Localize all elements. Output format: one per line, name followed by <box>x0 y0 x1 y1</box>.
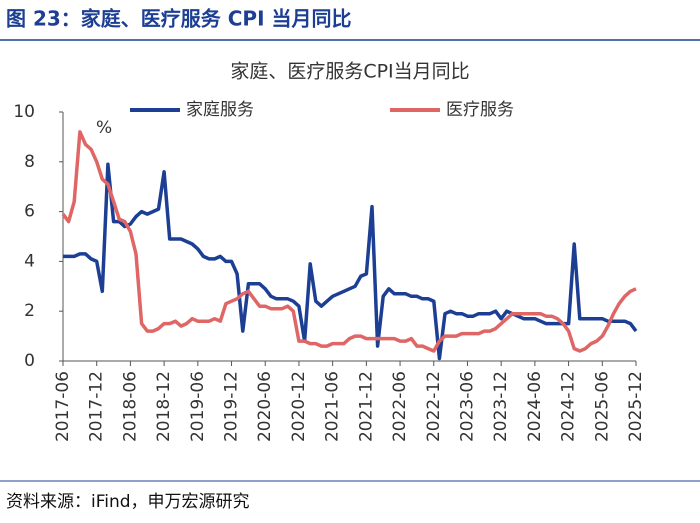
x-tick-label: 2022-12 <box>424 371 444 442</box>
series-line <box>63 162 638 361</box>
x-tick-label: 2025-12 <box>626 371 646 442</box>
x-tick-label: 2023-06 <box>457 371 477 442</box>
y-tick-label: 0 <box>24 351 35 371</box>
y-unit: % <box>96 118 112 138</box>
chart-title: 家庭、医疗服务CPI当月同比 <box>230 61 469 83</box>
x-tick-label: 2019-12 <box>222 371 242 442</box>
legend-label: 家庭服务 <box>186 100 254 120</box>
x-tick-label: 2025-06 <box>592 371 612 442</box>
x-tick-label: 2023-12 <box>491 371 511 442</box>
x-tick-label: 2020-12 <box>289 371 309 442</box>
x-tick-label: 2022-06 <box>390 371 410 442</box>
x-tick-label: 2018-06 <box>120 371 140 442</box>
source: 资料来源：iFind，申万宏源研究 <box>6 492 250 512</box>
x-tick-label: 2021-06 <box>323 371 343 442</box>
figure-header: 图 23：家庭、医疗服务 CPI 当月同比 <box>6 7 352 31</box>
x-tick-label: 2019-06 <box>188 371 208 442</box>
legend-label: 医疗服务 <box>446 100 514 120</box>
x-tick-label: 2024-12 <box>559 371 579 442</box>
y-tick-label: 8 <box>24 152 35 172</box>
x-tick-label: 2018-12 <box>154 371 174 442</box>
series-line <box>61 130 637 353</box>
x-tick-label: 2017-06 <box>53 371 73 442</box>
y-tick-label: 2 <box>24 301 35 321</box>
x-tick-label: 2017-12 <box>87 371 107 442</box>
y-tick-label: 4 <box>24 251 35 271</box>
x-tick-label: 2020-06 <box>255 371 275 442</box>
y-tick-label: 6 <box>24 202 35 222</box>
x-tick-label: 2024-06 <box>525 371 545 442</box>
x-tick-label: 2021-12 <box>356 371 376 442</box>
y-tick-label: 10 <box>13 102 35 122</box>
